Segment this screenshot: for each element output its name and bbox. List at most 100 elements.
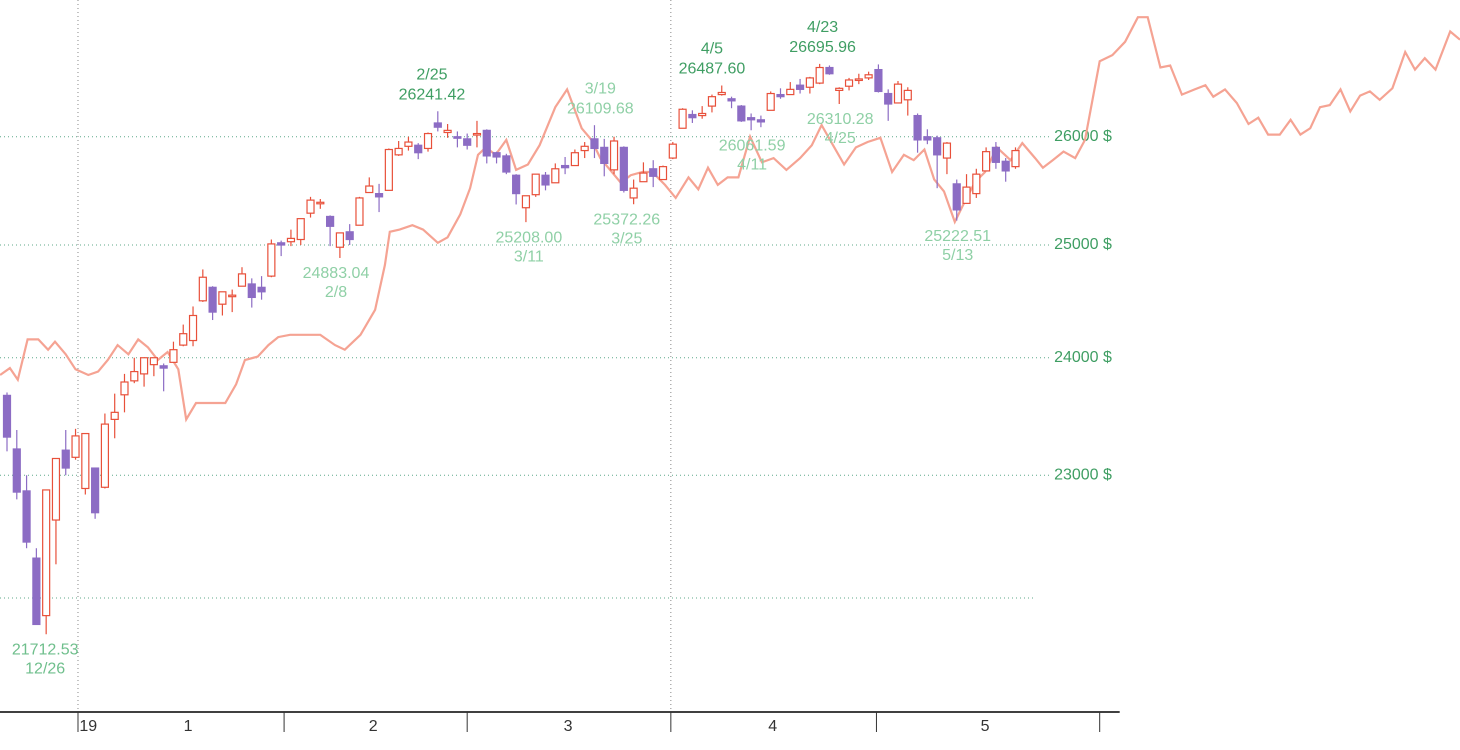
annotation-date: 4/11 bbox=[737, 156, 767, 173]
candle bbox=[698, 106, 707, 119]
candle bbox=[355, 196, 364, 226]
candle bbox=[316, 199, 325, 209]
candle-body bbox=[326, 215, 335, 227]
candle bbox=[942, 142, 952, 175]
candle bbox=[423, 132, 433, 152]
candle-body bbox=[42, 489, 51, 617]
candle bbox=[933, 135, 942, 189]
candle-body bbox=[257, 286, 266, 293]
candle-body bbox=[149, 357, 158, 366]
candle-body bbox=[737, 105, 746, 122]
candle-body bbox=[306, 199, 315, 214]
candle-body bbox=[286, 237, 296, 243]
candle-body bbox=[864, 74, 873, 79]
candle-body bbox=[933, 137, 942, 156]
candle bbox=[492, 151, 501, 164]
annotation-value: 26061.59 bbox=[719, 137, 786, 154]
y-tick-label: 24000 $ bbox=[1054, 349, 1112, 366]
candle bbox=[71, 428, 80, 460]
x-tick-label: 2 bbox=[369, 718, 378, 735]
candle-body bbox=[609, 140, 619, 171]
candle bbox=[747, 113, 756, 131]
candle bbox=[835, 87, 844, 105]
candle-body bbox=[139, 357, 149, 375]
candle bbox=[600, 138, 609, 177]
annotation-date: 3/11 bbox=[514, 248, 544, 265]
candle-body bbox=[365, 185, 374, 194]
candle bbox=[668, 142, 677, 160]
candle-body bbox=[521, 195, 531, 209]
candle-body bbox=[844, 79, 854, 87]
annotation-value: 26695.96 bbox=[789, 39, 856, 56]
candle bbox=[982, 147, 991, 172]
candle bbox=[453, 131, 462, 148]
candle bbox=[12, 430, 21, 500]
candle bbox=[374, 183, 384, 213]
candle bbox=[815, 63, 824, 85]
candle bbox=[130, 357, 139, 384]
candle-body bbox=[179, 333, 188, 346]
candle bbox=[51, 457, 61, 565]
candle-body bbox=[551, 168, 560, 184]
candle-body bbox=[668, 143, 677, 159]
candle bbox=[345, 224, 354, 246]
candle-body bbox=[756, 119, 766, 123]
candle bbox=[844, 77, 854, 91]
candle bbox=[286, 229, 296, 247]
candle bbox=[326, 215, 335, 247]
annotation-value: 26241.42 bbox=[399, 86, 466, 103]
candle bbox=[649, 160, 658, 188]
annotation-value: 24883.04 bbox=[303, 265, 370, 282]
candle-body bbox=[188, 314, 198, 342]
y-tick-label: 26000 $ bbox=[1054, 128, 1112, 145]
candle-body bbox=[815, 66, 824, 84]
candle-body bbox=[247, 283, 256, 299]
candle-body bbox=[560, 164, 570, 169]
candle-body bbox=[991, 146, 1001, 163]
candle bbox=[502, 153, 511, 175]
candle-body bbox=[1011, 149, 1020, 168]
candle bbox=[688, 110, 697, 123]
candle bbox=[609, 136, 619, 175]
candle bbox=[923, 129, 932, 145]
x-tick-label: 1 bbox=[184, 718, 193, 735]
annotation-date: 4/25 bbox=[825, 130, 856, 147]
candle bbox=[61, 430, 70, 476]
candle bbox=[42, 489, 51, 635]
x-tick-label: 4 bbox=[768, 718, 777, 735]
candle bbox=[962, 174, 971, 204]
candle-body bbox=[296, 218, 305, 241]
annotation-value: 21712.53 bbox=[12, 642, 79, 659]
candle-body bbox=[786, 88, 795, 96]
candle bbox=[952, 179, 961, 221]
candle bbox=[521, 195, 531, 223]
candle-body bbox=[91, 467, 100, 514]
candle-body bbox=[492, 152, 501, 158]
candle bbox=[786, 82, 795, 96]
candle-body bbox=[208, 286, 217, 313]
candle bbox=[365, 177, 374, 194]
candle-body bbox=[884, 92, 893, 105]
candle-body bbox=[61, 449, 70, 469]
candle-body bbox=[423, 132, 433, 150]
candle-body bbox=[463, 138, 472, 146]
line-series bbox=[0, 16, 1460, 423]
candle bbox=[81, 432, 90, 495]
candle bbox=[570, 149, 579, 167]
candle-body bbox=[335, 232, 344, 248]
candle-body bbox=[130, 370, 139, 382]
candle-body bbox=[942, 142, 952, 159]
candle-body bbox=[619, 146, 628, 191]
candle bbox=[805, 76, 814, 94]
candle-body bbox=[854, 78, 863, 82]
candle-body bbox=[394, 147, 403, 156]
candle bbox=[149, 357, 158, 377]
candle bbox=[512, 174, 521, 205]
candle-body bbox=[805, 77, 814, 88]
candle bbox=[208, 286, 217, 321]
candle bbox=[277, 240, 286, 257]
candle-body bbox=[717, 91, 726, 96]
candle bbox=[433, 111, 442, 132]
annotation-date: 3/19 bbox=[585, 80, 616, 97]
